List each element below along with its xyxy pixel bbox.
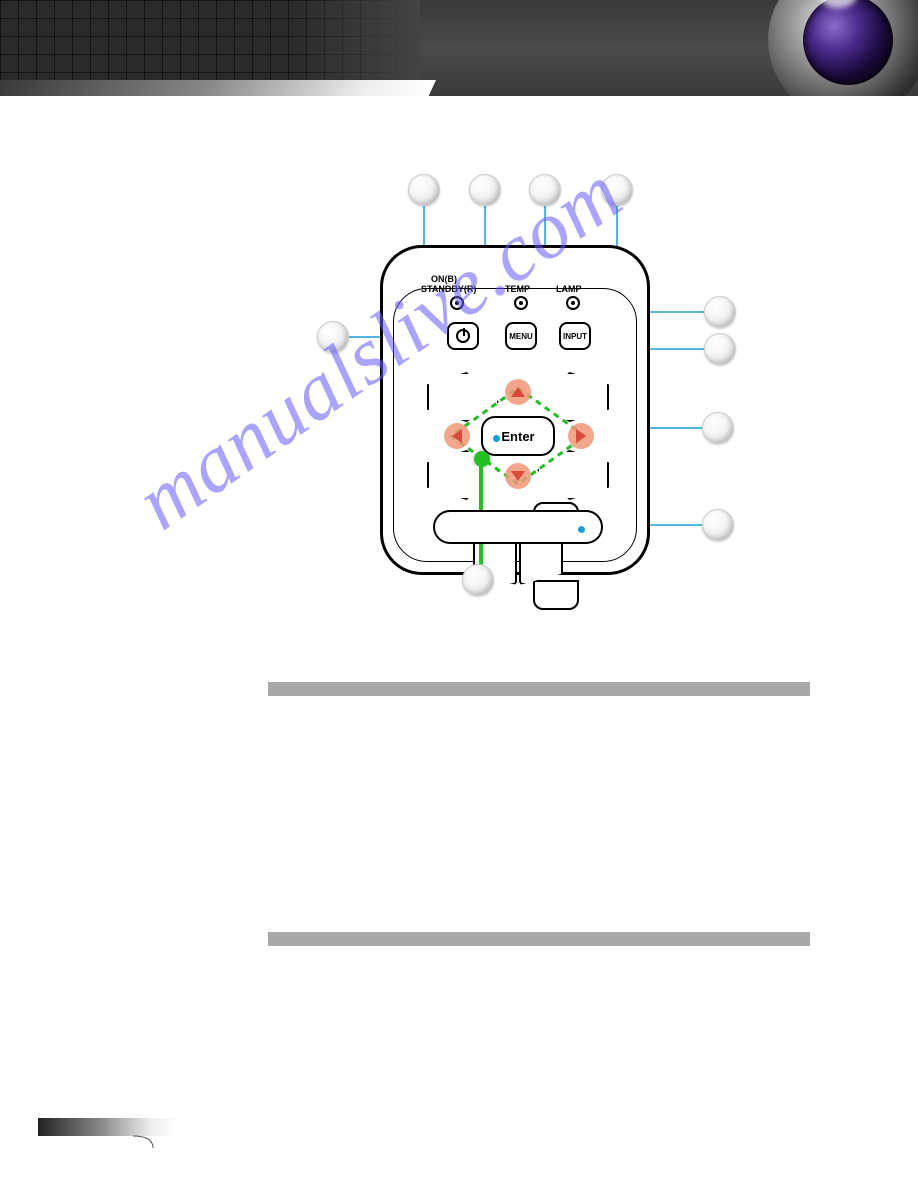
callout-bubble-1 <box>408 174 440 206</box>
temp-label: TEMP <box>505 284 530 294</box>
standby-label: STANDBY(R) <box>421 284 476 294</box>
input-button[interactable]: INPUT <box>559 322 591 350</box>
left-indicator-icon <box>444 423 470 449</box>
section-divider-bar-2 <box>268 932 810 946</box>
lower-right-pad[interactable] <box>537 450 609 500</box>
arrow-down-button[interactable] <box>533 580 579 610</box>
callout-bubble-8 <box>702 412 734 444</box>
input-button-label: INPUT <box>563 332 587 341</box>
power-button[interactable] <box>447 322 479 350</box>
green-marker-dot <box>474 451 490 467</box>
temp-led <box>514 296 528 310</box>
callout-bubble-6 <box>704 296 736 328</box>
lamp-label: LAMP <box>556 284 582 294</box>
enter-button[interactable]: Enter <box>481 416 555 456</box>
callout-bubble-3 <box>529 174 561 206</box>
footer-swoosh-graphic <box>38 1118 178 1148</box>
menu-button-label: MENU <box>509 332 533 341</box>
callout-bubble-7 <box>704 333 736 365</box>
menu-button[interactable]: MENU <box>505 322 537 350</box>
down-indicator-icon <box>505 463 531 489</box>
enter-indicator-dot <box>493 435 500 442</box>
section-divider-bar-1 <box>268 682 810 696</box>
up-indicator-icon <box>505 379 531 405</box>
ir-window <box>433 510 603 544</box>
callout-bubble-5 <box>317 321 349 353</box>
enter-button-label: Enter <box>501 429 534 444</box>
callout-bubble-10 <box>462 564 494 596</box>
lens-graphic <box>768 0 918 96</box>
on-standby-led <box>450 296 464 310</box>
lamp-led <box>566 296 580 310</box>
callout-bubble-2 <box>469 174 501 206</box>
power-icon <box>456 329 470 343</box>
device-control-panel: ON(B) STANDBY(R) TEMP LAMP MENU INPUT En… <box>380 245 650 575</box>
header-gradient-underline <box>0 80 436 96</box>
upper-left-pad[interactable] <box>427 372 499 422</box>
callout-bubble-4 <box>601 174 633 206</box>
ir-indicator-dot <box>578 526 585 533</box>
upper-right-pad[interactable] <box>537 372 609 422</box>
page-header <box>0 0 918 96</box>
on-label: ON(B) <box>431 274 457 284</box>
right-indicator-icon <box>568 423 594 449</box>
callout-bubble-9 <box>702 509 734 541</box>
